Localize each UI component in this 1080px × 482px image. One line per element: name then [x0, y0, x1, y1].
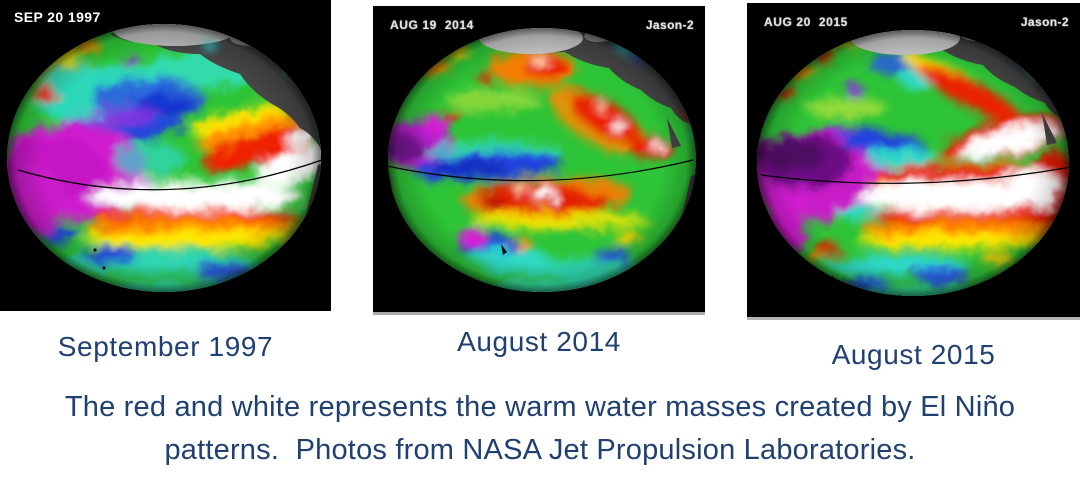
globe-edge-shading [7, 24, 321, 292]
globe-1997 [7, 24, 321, 292]
globe-2014 [388, 28, 696, 292]
panel-caption-2014: August 2014 [457, 326, 621, 357]
satellite-panel-2014: AUG 19 2014 Jason-2 [373, 6, 705, 315]
globe-image-1997 [7, 24, 321, 292]
satellite-panel-1997: SEP 20 1997 [0, 0, 331, 311]
panel-caption-1997: September 1997 [57, 331, 274, 362]
globe-image-2015 [757, 30, 1069, 296]
panel-date-label: AUG 19 2014 [390, 18, 474, 32]
satellite-panel-2015: AUG 20 2015 Jason-2 [747, 3, 1080, 320]
figure-caption-line1: The red and white represents the warm wa… [64, 391, 1016, 423]
figure-caption: The red and white represents the warm wa… [0, 386, 1080, 472]
globe-edge-shading [757, 30, 1069, 296]
globe-edge-shading [388, 28, 696, 292]
figure-caption-line2: patterns. Photos from NASA Jet Propulsio… [164, 434, 916, 466]
globe-image-2014 [388, 28, 696, 292]
globe-2015 [757, 30, 1069, 296]
panel-date-label: AUG 20 2015 [764, 15, 848, 29]
panel-caption-2015: August 2015 [831, 339, 996, 370]
panel-date-label: SEP 20 1997 [14, 9, 101, 25]
satellite-name-label: Jason-2 [645, 18, 694, 32]
satellite-name-label: Jason-2 [1020, 15, 1069, 29]
